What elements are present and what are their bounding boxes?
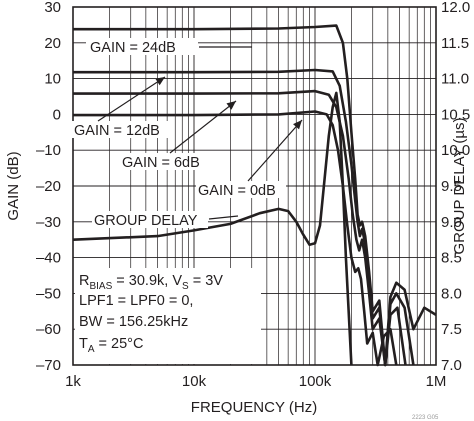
y2-tick-label: 10.0	[441, 142, 470, 159]
series-line-gain-0db	[73, 110, 398, 367]
y-tick-label: 0	[53, 106, 61, 123]
y2-tick-label: 10.5	[441, 106, 470, 123]
label-box-0db	[196, 181, 286, 198]
y-tick-label: –40	[36, 250, 61, 267]
y-tick-label: –30	[36, 214, 61, 231]
leader-0db	[247, 119, 303, 182]
y2-axis-label: GROUP DELAY (µs)	[451, 117, 468, 254]
series-line-group-delay	[72, 91, 353, 366]
y2-tick-label: 11.5	[441, 35, 469, 52]
series-line-gain-24db	[73, 24, 437, 367]
tick-labels: 1k 10k 100k 1M 30 20 10 0 –10 –20 –30 –40 –50 –60 –70 1…	[36, 0, 470, 390]
y2-tick-label: 9.5	[441, 178, 462, 195]
y2-tick-label: 8.5	[441, 250, 462, 267]
label-group-delay: GROUP DELAY	[94, 213, 198, 229]
label-gain-12db: GAIN = 12dB	[74, 123, 160, 139]
leader-group-delay	[208, 215, 239, 220]
condition-line-2: LPF1 = LPF0 = 0,	[79, 293, 193, 309]
y-tick-label: 30	[44, 0, 61, 16]
y-tick-label: 20	[44, 35, 61, 52]
y2-tick-label: 12.0	[441, 0, 470, 16]
label-box-24db	[86, 38, 198, 55]
leader-0db-arrowhead	[293, 120, 302, 130]
x-tick-label: 1k	[65, 373, 81, 390]
y2-tick-label: 9.0	[441, 214, 462, 231]
x-tick-label: 100k	[299, 373, 332, 390]
y2-tick-label: 11.0	[441, 71, 469, 88]
leader-6db	[169, 100, 237, 154]
label-gain-0db: GAIN = 0dB	[198, 183, 276, 199]
y-tick-label: 10	[44, 71, 61, 88]
condition-line-1: RBIAS = 30.9k, VS = 3V	[79, 273, 223, 292]
series-line-gain-6db	[73, 89, 407, 367]
y-tick-label: –60	[36, 321, 61, 338]
y2-tick-label: 7.0	[441, 357, 462, 374]
y2-tick-label: 8.0	[441, 285, 462, 302]
label-box-12db	[72, 121, 168, 138]
leader-12db	[97, 76, 166, 122]
y-tick-label: –50	[36, 285, 61, 302]
leader-6db-arrowhead	[226, 101, 236, 110]
series-group	[72, 24, 437, 367]
label-gain-6db: GAIN = 6dB	[122, 155, 200, 171]
y2-tick-label: 7.5	[441, 321, 462, 338]
plot-frame	[72, 6, 437, 366]
condition-line-3: BW = 156.25kHz	[79, 314, 188, 330]
condition-line-4: TA = 25°C	[79, 336, 143, 355]
y-tick-label: –20	[36, 178, 61, 195]
y-tick-label: –10	[36, 142, 61, 159]
conditions-box: RBIAS = 30.9k, VS = 3V LPF1 = LPF0 = 0, …	[75, 268, 261, 364]
x-tick-label: 1M	[426, 373, 447, 390]
label-gain-24db: GAIN = 24dB	[90, 40, 176, 56]
annotations: GAIN = 24dB GAIN = 12dB GAIN = 6dB GAIN …	[72, 38, 303, 229]
figure-id: 2223 G05	[412, 415, 439, 421]
y-axis-label: GAIN (dB)	[5, 151, 22, 220]
x-axis-label: FREQUENCY (Hz)	[191, 399, 317, 416]
y-tick-label: –70	[36, 357, 61, 374]
label-box-6db	[120, 153, 212, 170]
leader-12db-arrowhead	[155, 77, 165, 86]
x-tick-label: 10k	[182, 373, 207, 390]
label-box-group-delay	[92, 211, 208, 228]
